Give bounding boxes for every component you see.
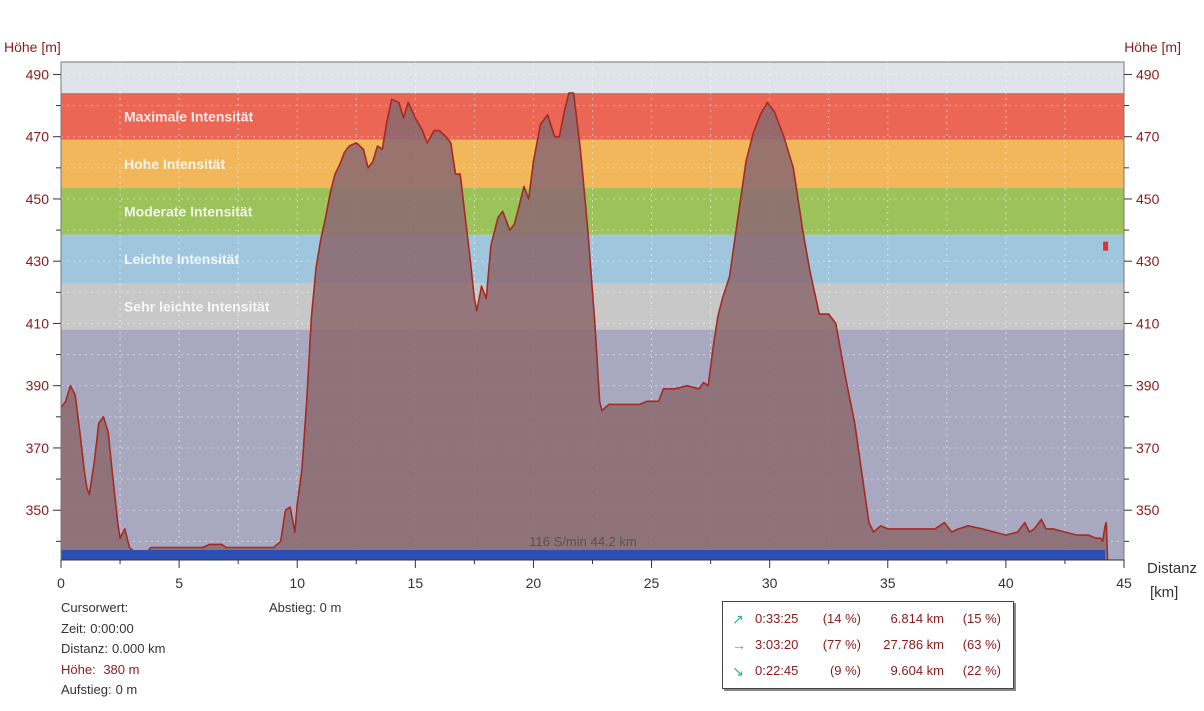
x-tick-label: 40 xyxy=(998,575,1014,591)
y-tick-label-left: 430 xyxy=(26,253,50,269)
y-tick-label-left: 470 xyxy=(26,129,50,145)
intensity-zone-label: Maximale Intensität xyxy=(124,108,253,124)
aufstieg-value: 0 m xyxy=(115,682,138,698)
descent-distance: 9.604 km xyxy=(890,663,944,678)
x-tick-label: 45 xyxy=(1116,575,1132,591)
intensity-zone-label: Leichte Intensität xyxy=(124,251,239,267)
descent-distance-percent: (22 %) xyxy=(962,663,1001,678)
y-tick-label-right: 450 xyxy=(1136,191,1160,207)
position-marker[interactable] xyxy=(1103,241,1109,251)
y-tick-label-right: 470 xyxy=(1136,129,1160,145)
hoehe-label: Höhe: xyxy=(61,661,96,677)
y-tick-label-left: 450 xyxy=(26,191,50,207)
x-axis-unit: [km] xyxy=(1150,584,1178,600)
y-tick-label-right: 490 xyxy=(1136,66,1160,82)
x-tick-label: 35 xyxy=(880,575,896,591)
descent-time: 0:22:45 xyxy=(755,663,799,678)
elevation-area xyxy=(61,93,1108,560)
y-tick-label-right: 350 xyxy=(1136,502,1160,518)
y-tick-label-left: 410 xyxy=(26,315,50,331)
ascent-distance: 6.814 km xyxy=(890,611,944,626)
distanz-value: 0.000 km xyxy=(111,641,166,657)
y-tick-label-right: 370 xyxy=(1136,440,1160,456)
aufstieg-label: Aufstieg: xyxy=(61,682,112,698)
distanz-label: Distanz: xyxy=(61,641,108,657)
y-axis-title-right: Höhe [m] xyxy=(1124,39,1181,55)
elevation-chart[interactable]: 116 S/min 44.2 km Maximale Intensität Hoh… xyxy=(0,0,1204,600)
cursor-aufstieg: Aufstieg: 0 m xyxy=(61,680,165,701)
flat-time: 3:03:20 xyxy=(755,637,799,652)
ascent-time-percent: (14 %) xyxy=(822,611,861,626)
flat-arrow-icon: → xyxy=(732,637,746,653)
flat-distance: 27.786 km xyxy=(883,637,944,652)
y-tick-label-left: 390 xyxy=(26,378,50,394)
ascent-distance-percent: (15 %) xyxy=(962,611,1001,626)
intensity-zone-label: Moderate Intensität xyxy=(124,203,253,219)
cursor-zeit: Zeit: 0:00:00 xyxy=(61,619,165,640)
stats-row-descent: ↘ 0:22:45 (9 %) 9.604 km (22 %) xyxy=(723,663,1013,683)
x-tick-label: 30 xyxy=(762,575,778,591)
cursor-hoehe: Höhe: 380 m xyxy=(61,660,165,681)
abstieg-label: Abstieg: xyxy=(269,600,316,615)
slope-stats-box: ↗ 0:33:25 (14 %) 6.814 km (15 %) → 3:03:… xyxy=(722,601,1014,689)
x-tick-label: 25 xyxy=(644,575,660,591)
intensity-zone-label: Sehr leichte Intensität xyxy=(124,298,270,314)
ascent-arrow-icon: ↗ xyxy=(732,611,744,627)
y-tick-label-left: 490 xyxy=(26,66,50,82)
abstieg-value: 0 m xyxy=(319,600,342,615)
y-tick-label-right: 430 xyxy=(1136,253,1160,269)
zeit-label: Zeit: xyxy=(61,620,87,636)
flat-time-percent: (77 %) xyxy=(822,637,861,652)
hoehe-value: 380 m xyxy=(103,661,140,677)
intensity-zone-label: Hohe Intensität xyxy=(124,156,225,172)
stats-row-ascent: ↗ 0:33:25 (14 %) 6.814 km (15 %) xyxy=(723,611,1013,631)
y-axis-title-left: Höhe [m] xyxy=(4,39,61,55)
y-tick-label-right: 410 xyxy=(1136,315,1160,331)
y-tick-label-left: 350 xyxy=(26,502,50,518)
cursor-value-panel: Cursorwert: Zeit: 0:00:00 Distanz: 0.000 k… xyxy=(61,598,165,701)
descent-time-percent: (9 %) xyxy=(829,663,861,678)
stats-row-flat: → 3:03:20 (77 %) 27.786 km (63 %) xyxy=(723,637,1013,657)
ascent-time: 0:33:25 xyxy=(755,611,799,626)
cursor-distanz: Distanz: 0.000 km xyxy=(61,639,165,660)
y-tick-label-left: 370 xyxy=(26,440,50,456)
x-tick-label: 10 xyxy=(289,575,305,591)
speed-bar-label: 116 S/min 44.2 km xyxy=(529,534,636,549)
x-tick-label: 5 xyxy=(175,575,183,591)
x-tick-label: 20 xyxy=(526,575,542,591)
x-tick-label: 15 xyxy=(408,575,424,591)
speed-bar xyxy=(61,550,1106,560)
cursor-abstieg: Abstieg: 0 m xyxy=(269,598,341,619)
x-axis-title: Distanz xyxy=(1147,560,1197,577)
descent-arrow-icon: ↘ xyxy=(732,663,744,679)
x-tick-label: 0 xyxy=(57,575,65,591)
flat-distance-percent: (63 %) xyxy=(962,637,1001,652)
y-tick-label-right: 390 xyxy=(1136,378,1160,394)
elevation-line xyxy=(60,92,1109,561)
zeit-value: 0:00:00 xyxy=(90,620,134,636)
cursor-title: Cursorwert: xyxy=(61,600,129,615)
